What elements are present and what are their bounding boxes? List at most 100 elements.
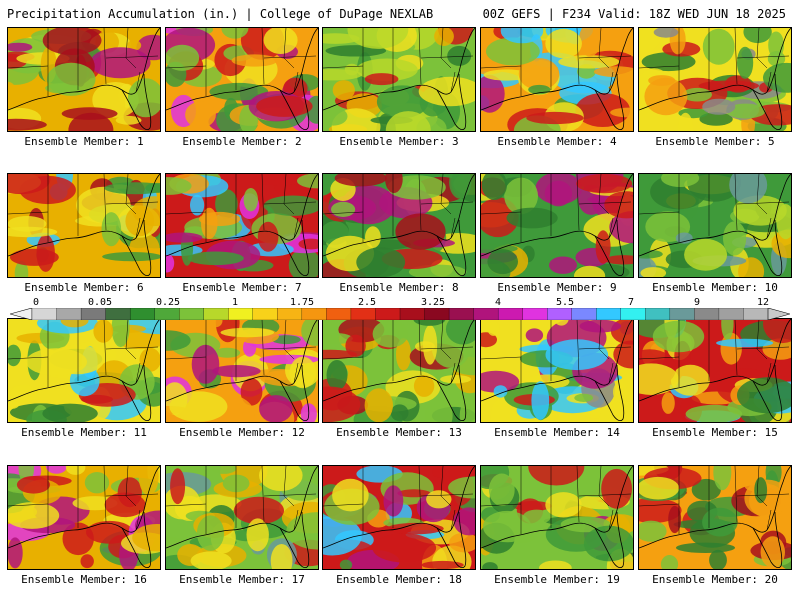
colorbar-tick-label: 12: [756, 297, 770, 308]
precipitation-map: [323, 28, 475, 131]
ensemble-member-label: Ensemble Member: 18: [336, 573, 462, 586]
colorbar-swatch: [375, 308, 401, 320]
model-valid-time: 00Z GEFS | F234 Valid: 18Z WED JUN 18 20…: [482, 7, 786, 21]
precipitation-map: [639, 28, 791, 131]
ensemble-map-panel: [480, 27, 634, 132]
colorbar-swatch: [105, 308, 131, 320]
colorbar-max-arrow: [767, 308, 790, 320]
precipitation-map: [481, 174, 633, 277]
colorbar-swatch: [694, 308, 720, 320]
colorbar-swatch: [252, 308, 278, 320]
precipitation-map: [8, 319, 160, 422]
colorbar-tick-label: 9: [693, 297, 701, 308]
precipitation-map: [8, 28, 160, 131]
colorbar-swatch: [669, 308, 695, 320]
colorbar-swatch: [497, 308, 524, 320]
colorbar-swatch: [350, 308, 376, 320]
colorbar-swatch: [80, 308, 107, 320]
precipitation-map: [481, 319, 633, 422]
ensemble-member-label: Ensemble Member: 6: [24, 281, 144, 294]
colorbar-swatch: [154, 308, 180, 320]
colorbar-swatch: [424, 308, 450, 320]
precipitation-map: [639, 319, 791, 422]
ensemble-map-panel: [165, 173, 319, 278]
colorbar-swatch: [620, 308, 646, 320]
ensemble-member-label: Ensemble Member: 2: [182, 135, 302, 148]
colorbar-swatch: [473, 308, 499, 320]
ensemble-map-panel: [480, 465, 634, 570]
precipitation-map: [166, 319, 318, 422]
ensemble-map-panel: [638, 318, 792, 423]
ensemble-member-label: Ensemble Member: 15: [652, 426, 778, 439]
colorbar-swatch: [596, 308, 622, 320]
ensemble-map-panel: [165, 27, 319, 132]
ensemble-map-panel: [480, 318, 634, 423]
ensemble-member-label: Ensemble Member: 1: [24, 135, 144, 148]
ensemble-member-label: Ensemble Member: 17: [179, 573, 305, 586]
ensemble-map-panel: [638, 173, 792, 278]
ensemble-member-label: Ensemble Member: 13: [336, 426, 462, 439]
ensemble-member-label: Ensemble Member: 20: [652, 573, 778, 586]
precipitation-map: [323, 174, 475, 277]
colorbar-tick-label: 0: [32, 297, 40, 308]
colorbar-swatch: [743, 308, 769, 320]
ensemble-map-panel: [322, 27, 476, 132]
colorbar-tick-label: 1.75: [289, 297, 315, 308]
colorbar-swatch: [718, 308, 744, 320]
colorbar-swatch: [277, 308, 303, 320]
colorbar-swatch: [179, 308, 205, 320]
colorbar-tick-label: 0.05: [87, 297, 113, 308]
colorbar-tick-label: 0.25: [155, 297, 181, 308]
colorbar-swatch: [571, 308, 597, 320]
ensemble-member-label: Ensemble Member: 8: [339, 281, 459, 294]
precipitation-map: [323, 466, 475, 569]
colorbar-swatch: [448, 308, 475, 320]
colorbar-swatch: [522, 308, 548, 320]
ensemble-member-label: Ensemble Member: 19: [494, 573, 620, 586]
ensemble-map-panel: [165, 318, 319, 423]
colorbar-tick-label: 5.5: [555, 297, 575, 308]
precipitation-map: [8, 174, 160, 277]
ensemble-member-label: Ensemble Member: 5: [655, 135, 775, 148]
colorbar-min-arrow: [10, 308, 33, 320]
ensemble-member-label: Ensemble Member: 7: [182, 281, 302, 294]
precipitation-colorbar: [10, 308, 790, 320]
ensemble-map-panel: [7, 173, 161, 278]
precipitation-map: [8, 466, 160, 569]
colorbar-tick-label: 1: [231, 297, 239, 308]
colorbar-tick-label: 4: [494, 297, 502, 308]
ensemble-map-panel: [322, 318, 476, 423]
ensemble-member-label: Ensemble Member: 3: [339, 135, 459, 148]
colorbar-swatch: [399, 308, 425, 320]
ensemble-map-panel: [165, 465, 319, 570]
ensemble-member-label: Ensemble Member: 4: [497, 135, 617, 148]
ensemble-map-panel: [7, 465, 161, 570]
colorbar-swatch: [301, 308, 327, 320]
colorbar-swatch: [547, 308, 573, 320]
ensemble-member-label: Ensemble Member: 14: [494, 426, 620, 439]
ensemble-member-label: Ensemble Member: 9: [497, 281, 617, 294]
map-title: Precipitation Accumulation (in.) | Colle…: [7, 7, 434, 21]
ensemble-map-panel: [638, 465, 792, 570]
ensemble-map-panel: [7, 318, 161, 423]
precipitation-map: [481, 28, 633, 131]
ensemble-member-label: Ensemble Member: 16: [21, 573, 147, 586]
colorbar-swatch: [228, 308, 254, 320]
colorbar-tick-label: 7: [627, 297, 635, 308]
colorbar-swatch: [203, 308, 229, 320]
precipitation-map: [166, 466, 318, 569]
colorbar-tick-label: 3.25: [420, 297, 446, 308]
ensemble-map-panel: [480, 173, 634, 278]
precipitation-map: [323, 319, 475, 422]
ensemble-map-panel: [7, 27, 161, 132]
ensemble-member-label: Ensemble Member: 11: [21, 426, 147, 439]
colorbar-swatch: [645, 308, 671, 320]
precipitation-map: [639, 174, 791, 277]
precipitation-map: [639, 466, 791, 569]
precipitation-map: [166, 174, 318, 277]
colorbar-swatch: [56, 308, 82, 320]
colorbar-swatch: [31, 308, 57, 320]
ensemble-map-panel: [322, 173, 476, 278]
ensemble-map-panel: [322, 465, 476, 570]
ensemble-member-label: Ensemble Member: 12: [179, 426, 305, 439]
